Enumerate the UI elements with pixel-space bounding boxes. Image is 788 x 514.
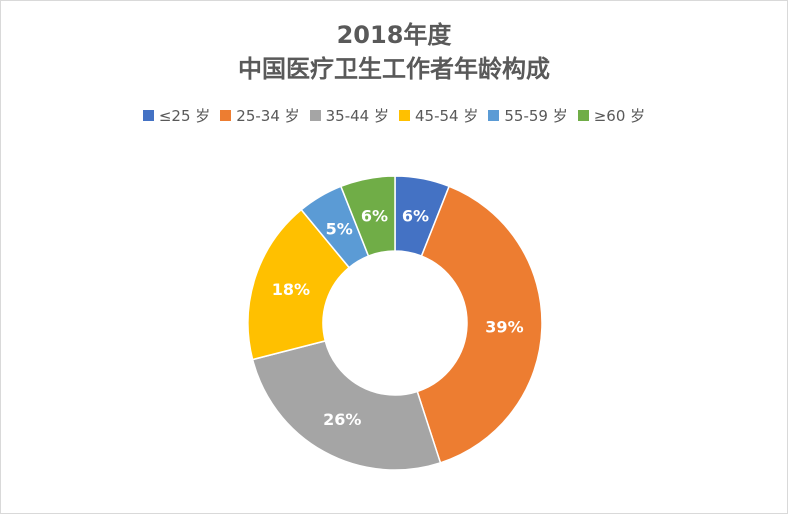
- legend-label: ≥60 岁: [593, 107, 646, 125]
- legend-swatch: [399, 110, 410, 121]
- legend: ≤25 岁 25-34 岁 35-44 岁 45-54 岁 55-59 岁 ≥60 岁: [1, 105, 787, 126]
- data-label: 6%: [402, 206, 429, 225]
- data-label: 18%: [272, 280, 310, 299]
- data-label: 26%: [323, 410, 361, 429]
- legend-item: ≤25 岁: [142, 105, 211, 126]
- chart-subtitle: 中国医疗卫生工作者年龄构成: [238, 55, 550, 83]
- legend-label: 35-44 岁: [325, 107, 389, 125]
- legend-label: 55-59 岁: [504, 107, 568, 125]
- data-label: 39%: [485, 317, 523, 336]
- legend-swatch: [220, 110, 232, 121]
- legend-item: ≥60 岁: [577, 105, 646, 126]
- donut-segment: [247, 208, 351, 361]
- legend-item: 55-59 岁: [488, 105, 568, 126]
- legend-label: 25-34 岁: [236, 107, 300, 125]
- data-label: 6%: [361, 206, 388, 225]
- donut-segment: [339, 175, 396, 258]
- chart-title: 2018年度: [336, 21, 452, 49]
- donut-segment: [416, 185, 543, 464]
- legend-item: 25-34 岁: [220, 105, 300, 126]
- legend-swatch: [577, 110, 589, 121]
- legend-swatch: [488, 110, 500, 121]
- legend-label: 45-54 岁: [415, 107, 479, 125]
- legend-item: 45-54 岁: [399, 105, 478, 126]
- legend-swatch: [309, 110, 321, 121]
- data-label: 5%: [326, 220, 353, 239]
- legend-swatch: [142, 110, 154, 121]
- legend-label: ≤25 岁: [158, 107, 211, 125]
- donut-segment: [251, 339, 442, 471]
- legend-item: 35-44 岁: [309, 105, 389, 126]
